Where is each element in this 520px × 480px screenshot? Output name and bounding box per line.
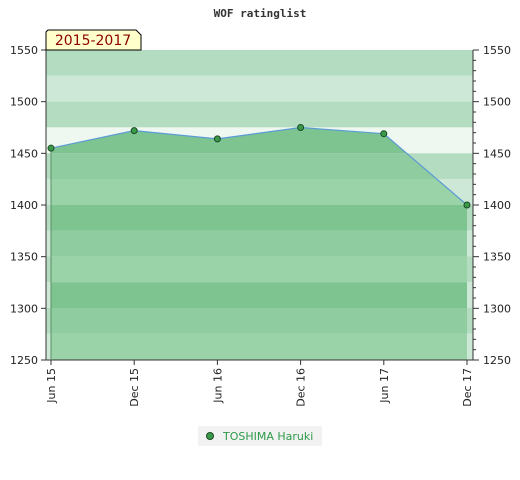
chart-title: WOF ratinglist: [214, 7, 307, 20]
y-ticks-right: 1250 1300 1350 1400 1450 1500 1550: [473, 44, 511, 367]
x-tick-label: Jun 15: [45, 368, 58, 404]
y-tick-label-left: 1550: [10, 44, 38, 57]
y-tick-label-left: 1450: [10, 147, 38, 160]
period-badge: 2015-2017: [45, 29, 142, 51]
area-band: [51, 333, 467, 360]
y-tick-label-right: 1300: [483, 302, 511, 315]
area-band: [51, 282, 467, 308]
x-tick-label: Dec 17: [461, 368, 474, 407]
legend-label: TOSHIMA Haruki: [222, 430, 313, 443]
y-tick-label-right: 1500: [483, 96, 511, 109]
data-point[interactable]: [130, 127, 138, 135]
area-band: [51, 308, 467, 334]
background-band: [46, 50, 473, 76]
data-point[interactable]: [463, 201, 471, 209]
data-point[interactable]: [297, 124, 305, 131]
y-tick-label-left: 1350: [10, 251, 38, 264]
data-point[interactable]: [213, 135, 221, 143]
y-tick-label-right: 1350: [483, 251, 511, 264]
x-ticks: Jun 15 Dec 15 Jun 16 Dec 16 Jun 17 Dec 17: [45, 148, 474, 407]
data-point[interactable]: [380, 130, 388, 138]
y-tick-label-left: 1500: [10, 96, 38, 109]
legend[interactable]: TOSHIMA Haruki: [198, 426, 322, 446]
background-band: [46, 75, 473, 102]
badge-label: 2015-2017: [55, 33, 131, 49]
y-tick-label-left: 1250: [10, 354, 38, 367]
y-tick-label-right: 1550: [483, 44, 511, 57]
y-ticks-left: 1250 1300 1350 1400 1450 1500 1550: [10, 44, 46, 367]
y-tick-label-left: 1300: [10, 302, 38, 315]
background-band: [46, 101, 473, 128]
area-band: [51, 230, 467, 257]
area-band: [51, 256, 467, 283]
series-markers: [47, 124, 471, 209]
series-line: [50, 126, 468, 206]
y-tick-label-right: 1450: [483, 147, 511, 160]
data-point[interactable]: [47, 144, 55, 152]
x-tick-label: Jun 16: [211, 368, 224, 404]
legend-marker-icon: [206, 432, 214, 440]
area-band: [51, 204, 467, 231]
legend-background: [198, 426, 322, 446]
area-band: [51, 179, 467, 205]
x-tick-label: Jun 17: [378, 368, 391, 404]
y-tick-label-left: 1400: [10, 199, 38, 212]
x-tick-label: Dec 15: [128, 368, 141, 407]
x-tick-label: Dec 16: [295, 368, 308, 407]
y-tick-label-right: 1250: [483, 354, 511, 367]
area-band: [51, 153, 467, 179]
area-bands: [51, 127, 467, 360]
y-tick-label-right: 1400: [483, 199, 511, 212]
